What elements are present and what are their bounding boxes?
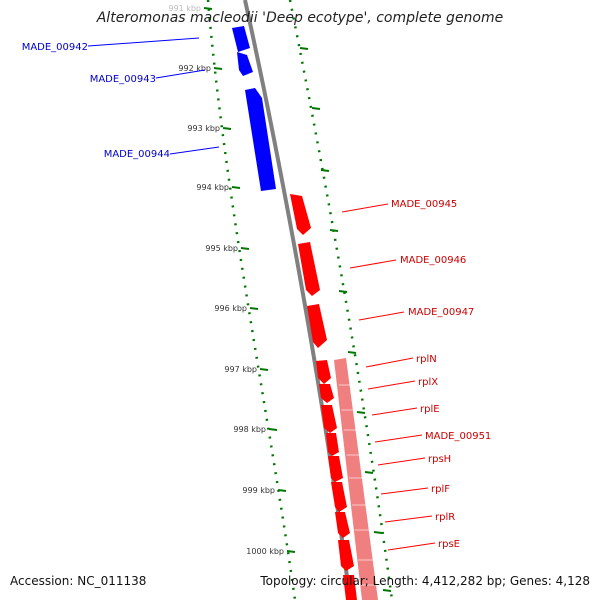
gene-leader-rplr xyxy=(384,515,433,523)
ruler-major-tick xyxy=(268,428,278,431)
gene-leader-made-00951 xyxy=(374,434,423,443)
gene-label-rpsh[interactable]: rpsH xyxy=(428,454,451,465)
gene-label-made-00945[interactable]: MADE_00945 xyxy=(391,199,457,210)
ruler-tick-label: 999 kbp xyxy=(242,486,275,495)
topology-text: Topology: circular; Length: 4,412,282 bp… xyxy=(260,574,590,588)
gene-label-leaders xyxy=(87,37,436,551)
ruler-outer-tick xyxy=(311,107,321,110)
gene-arrow-rpse[interactable] xyxy=(338,540,354,571)
ruler-major-tick xyxy=(203,7,213,10)
gene-leader-made-00945 xyxy=(341,203,389,213)
ruler-outer-tick xyxy=(299,47,309,50)
gene-arrow-made-00945[interactable] xyxy=(290,194,311,235)
ruler-ticks xyxy=(203,7,392,592)
ruler-outer-tick xyxy=(356,411,366,414)
gene-leader-rpsh xyxy=(377,457,426,466)
ruler-outer-tick xyxy=(320,169,330,172)
ruler-tick-label: 994 kbp xyxy=(196,183,229,192)
ruler-tick-label: 998 kbp xyxy=(233,425,266,434)
gene-labels: MADE_00942 MADE_00943 MADE_00944 MADE_00945… xyxy=(22,42,492,550)
gene-leader-made-00944 xyxy=(169,146,220,155)
gene-arrow-rple[interactable] xyxy=(321,405,337,433)
ruler-major-tick xyxy=(249,307,259,310)
gene-label-rpln[interactable]: rplN xyxy=(416,354,437,365)
ruler-major-tick xyxy=(213,67,223,70)
ruler-tick-label: 997 kbp xyxy=(224,365,257,374)
gene-leader-made-00942 xyxy=(87,37,200,47)
ruler-labels: 991 kbp 992 kbp 993 kbp 994 kbp 995 kbp 996 k… xyxy=(168,4,284,556)
ruler-outer-tick xyxy=(347,351,357,354)
gene-label-rplr[interactable]: rplR xyxy=(435,512,455,523)
gene-label-made-00951[interactable]: MADE_00951 xyxy=(425,431,491,442)
ruler-tick-label: 996 kbp xyxy=(214,304,247,313)
gene-label-made-00947[interactable]: MADE_00947 xyxy=(408,307,474,318)
gene-leader-made-00947 xyxy=(358,311,405,321)
operon-band-shape xyxy=(334,358,378,600)
ruler-tick-label: 992 kbp xyxy=(178,64,211,73)
gene-label-made-00942[interactable]: MADE_00942 xyxy=(22,42,88,53)
ruler-major-tick xyxy=(240,247,250,250)
gene-arrow-rpsh[interactable] xyxy=(328,456,343,482)
ruler-major-tick xyxy=(231,186,241,189)
gene-leader-rple xyxy=(371,407,418,416)
gene-arrow-rplr[interactable] xyxy=(335,512,350,538)
ruler-tick-label: 991 kbp xyxy=(168,4,201,13)
accession-text: Accession: NC_011138 xyxy=(10,574,147,588)
gene-arrow-made-00951[interactable] xyxy=(326,433,339,456)
gene-arrow-made-00943[interactable] xyxy=(237,52,253,76)
ruler-tick-label: 1000 kbp xyxy=(246,547,284,556)
gene-leader-made-00946 xyxy=(349,259,397,269)
ruler-tick-label: 993 kbp xyxy=(187,124,220,133)
gene-arrow-made-00946[interactable] xyxy=(298,242,320,296)
gene-leader-rplf xyxy=(380,487,429,495)
ruler-major-tick xyxy=(222,127,232,130)
gene-arrow-made-00942[interactable] xyxy=(232,26,250,52)
gene-label-made-00946[interactable]: MADE_00946 xyxy=(400,255,466,266)
ruler-outer-tick xyxy=(329,229,339,232)
ruler-tick-label: 995 kbp xyxy=(205,244,238,253)
gene-label-made-00943[interactable]: MADE_00943 xyxy=(90,74,156,85)
ruler-outer-tick xyxy=(373,531,383,534)
ruler-outer-tick xyxy=(338,290,348,293)
ruler-outer-tick xyxy=(382,589,392,592)
map-title: Alteromonas macleodii 'Deep ecotype', co… xyxy=(96,10,504,26)
ruler-major-tick xyxy=(259,368,269,371)
gene-label-made-00944[interactable]: MADE_00944 xyxy=(104,149,170,160)
ruler-major-tick xyxy=(286,550,296,553)
gene-label-rplf[interactable]: rplF xyxy=(431,484,450,495)
gene-leader-rpln xyxy=(365,357,414,368)
gene-arrow-made-00944[interactable] xyxy=(245,88,276,191)
gene-leader-rpse xyxy=(387,542,436,551)
gene-arrow-partial xyxy=(343,575,357,600)
gene-leader-rplx xyxy=(367,380,416,390)
gene-arrow-made-00947[interactable] xyxy=(307,304,327,348)
gene-label-rple[interactable]: rplE xyxy=(420,404,440,415)
ruler-outer-tick xyxy=(364,471,374,474)
operon-highlight-band xyxy=(334,358,378,600)
gene-label-rpse[interactable]: rpsE xyxy=(438,539,460,550)
gene-features xyxy=(232,26,357,600)
gene-arrow-rplf[interactable] xyxy=(331,482,347,512)
ruler-major-tick xyxy=(277,489,287,492)
gene-label-rplx[interactable]: rplX xyxy=(418,377,438,388)
gene-arrow-rpln[interactable] xyxy=(316,360,331,384)
genome-backbone-arc xyxy=(243,0,352,600)
gene-leader-made-00943 xyxy=(155,69,206,79)
gene-arrow-rplx[interactable] xyxy=(319,384,334,403)
